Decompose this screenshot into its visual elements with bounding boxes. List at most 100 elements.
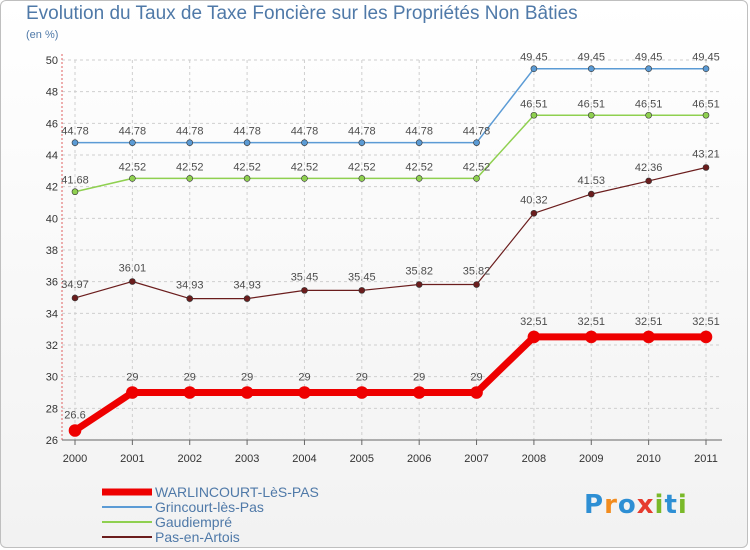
x-tick-label: 2011	[694, 453, 718, 465]
data-label: 46.51	[635, 98, 663, 110]
data-point	[186, 295, 194, 302]
data-point	[530, 65, 538, 73]
x-tick-label: 2002	[177, 453, 201, 465]
y-tick-label: 34	[46, 308, 58, 320]
data-point	[358, 175, 366, 182]
logo-letter: r	[604, 490, 618, 520]
data-label: 32.51	[635, 316, 663, 328]
data-point	[587, 65, 595, 73]
data-point	[473, 139, 480, 146]
data-label: 46.51	[692, 98, 720, 110]
x-tick-label: 2007	[464, 453, 488, 465]
data-point	[699, 330, 713, 344]
logo-letter: o	[617, 490, 637, 520]
data-label: 32.51	[520, 316, 548, 328]
y-tick-label: 48	[46, 87, 58, 99]
data-point	[702, 111, 710, 119]
axes: 26 28 30 32 34 36 38 40 42 44 46 48 50 2000 2001 2002 20…	[46, 54, 722, 465]
legend-label: Gaudiempré	[155, 514, 232, 530]
y-tick-label: 50	[46, 55, 58, 67]
data-label: 44.78	[61, 126, 89, 138]
y-tick-label: 46	[46, 118, 58, 130]
data-label: 42.52	[463, 161, 491, 173]
logo-letter: P	[584, 490, 605, 520]
x-tick-label: 2003	[235, 453, 259, 465]
data-point	[243, 139, 251, 146]
data-point	[243, 175, 251, 182]
data-label: 44.78	[119, 126, 147, 138]
y-tick-label: 28	[46, 403, 58, 415]
data-point	[129, 139, 136, 146]
data-label: 29	[356, 372, 368, 384]
data-point	[584, 330, 598, 344]
data-label: 44.78	[405, 126, 433, 138]
data-point	[415, 139, 423, 146]
data-point	[645, 65, 652, 73]
chart-title: Evolution du Taux de Taxe Foncière sur l…	[26, 3, 578, 24]
data-label: 42.52	[176, 161, 204, 173]
data-label: 34.93	[176, 280, 204, 292]
logo-letter: x	[636, 490, 655, 520]
data-point	[415, 175, 423, 182]
data-label: 49.45	[635, 52, 663, 64]
data-label: 26.6	[64, 410, 85, 422]
x-tick-label: 2010	[636, 453, 660, 465]
data-label: 29	[470, 372, 482, 384]
data-label: 44.78	[291, 126, 319, 138]
data-point	[358, 287, 366, 294]
data-label: 29	[298, 372, 310, 384]
data-label: 41.53	[578, 175, 606, 187]
grid-lines	[62, 59, 722, 441]
data-point	[301, 175, 308, 182]
y-tick-label: 42	[46, 182, 58, 194]
data-point	[129, 175, 136, 182]
data-label: 44.78	[348, 126, 376, 138]
data-point	[702, 65, 710, 73]
x-tick-label: 2004	[292, 453, 316, 465]
data-point	[415, 281, 423, 288]
data-point	[301, 287, 308, 294]
x-tick-label: 2000	[63, 453, 87, 465]
data-label: 32.51	[578, 316, 606, 328]
data-label: 42.52	[291, 161, 319, 173]
data-point	[530, 209, 538, 217]
legend-label: WARLINCOURT-LèS-PAS	[155, 484, 319, 500]
data-label: 42.52	[348, 161, 376, 173]
data-label: 34.93	[233, 280, 261, 292]
data-label: 35.82	[463, 266, 491, 278]
data-label: 35.82	[405, 266, 433, 278]
y-tick-label: 26	[46, 435, 58, 447]
data-point	[470, 386, 483, 399]
data-point	[412, 386, 426, 399]
x-tick-label: 2005	[350, 453, 374, 465]
data-label: 34.97	[61, 279, 89, 291]
y-unit-label: (en %)	[26, 29, 59, 41]
data-point	[71, 294, 79, 302]
data-label: 49.45	[692, 52, 720, 64]
x-tick-label: 2006	[407, 453, 431, 465]
data-point	[129, 278, 136, 285]
x-tick-label: 2001	[120, 453, 144, 465]
legend: WARLINCOURT-LèS-PASGrincourt-lès-PasGaud…	[102, 484, 319, 545]
logo-letter: t	[664, 490, 678, 520]
data-label: 46.51	[578, 98, 606, 110]
data-point	[530, 111, 538, 119]
data-point	[68, 424, 82, 437]
logo-letter: i	[654, 490, 665, 520]
y-tick-label: 40	[46, 213, 58, 225]
data-label: 29	[413, 372, 425, 384]
data-point	[645, 111, 652, 119]
series-line	[71, 333, 710, 434]
x-tick-label: 2008	[522, 453, 546, 465]
data-point	[645, 177, 652, 185]
data-label: 36.01	[119, 263, 147, 275]
data-labels: 44.78 44.78 44.78 44.78 44.78 44.78 44.78 44.78…	[61, 52, 720, 422]
data-point	[355, 386, 369, 399]
y-tick-label: 30	[46, 372, 58, 384]
data-point	[243, 295, 251, 302]
data-label: 49.45	[520, 52, 548, 64]
data-point	[473, 175, 480, 182]
data-point	[587, 111, 595, 119]
x-tick-label: 2009	[579, 453, 603, 465]
